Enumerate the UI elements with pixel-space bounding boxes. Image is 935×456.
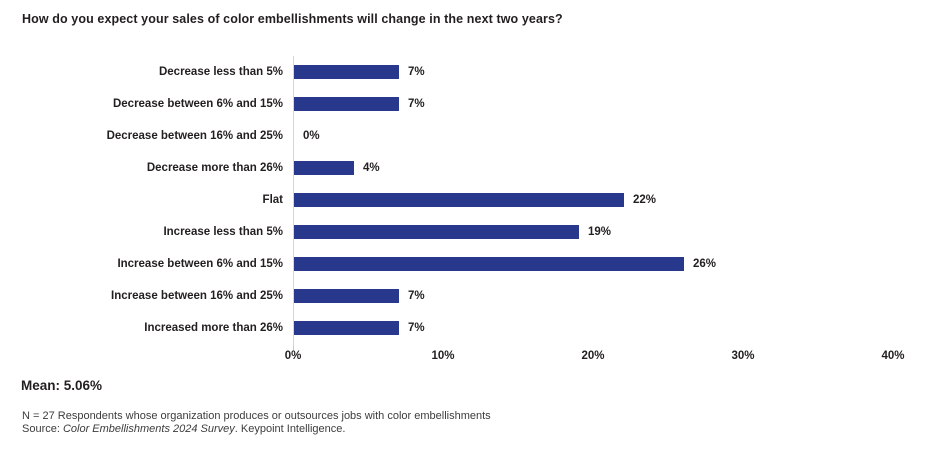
bar-row: Increased more than 26% 7% — [0, 312, 935, 344]
category-label: Decrease less than 5% — [158, 66, 283, 78]
y-axis-line — [293, 56, 294, 346]
x-tick-label: 30% — [731, 350, 755, 362]
value-label: 7% — [408, 66, 425, 78]
x-tick-label: 40% — [881, 350, 905, 362]
bar-row: Increase between 16% and 25% 7% — [0, 280, 935, 312]
source-prefix: Source: — [22, 423, 63, 435]
mean-label: Mean: 5.06% — [21, 378, 103, 393]
x-tick-label: 20% — [581, 350, 605, 362]
bar-row: Decrease less than 5% 7% — [0, 56, 935, 88]
source-note: Source: Color Embellishments 2024 Survey… — [22, 423, 345, 435]
value-label: 7% — [408, 290, 425, 302]
category-label: Decrease between 16% and 25% — [106, 130, 283, 142]
bar-row: Decrease between 16% and 25% 0% — [0, 120, 935, 152]
value-label: 22% — [633, 194, 657, 206]
bar-rows: Decrease less than 5% 7% Decrease between … — [0, 56, 935, 344]
bar — [294, 225, 579, 239]
category-label: Increase less than 5% — [163, 226, 283, 238]
bar — [294, 289, 399, 303]
bar-row: Decrease more than 26% 4% — [0, 152, 935, 184]
source-survey-name: Color Embellishments 2024 Survey — [62, 423, 235, 435]
bar-row: Increase less than 5% 19% — [0, 216, 935, 248]
category-label: Decrease more than 26% — [146, 162, 283, 174]
x-axis-zero-tick — [293, 346, 294, 351]
chart-title: How do you expect your sales of color em… — [22, 12, 563, 26]
bar — [294, 257, 684, 271]
value-label: 7% — [408, 322, 425, 334]
bar-row: Decrease between 6% and 15% 7% — [0, 88, 935, 120]
bar — [294, 193, 624, 207]
category-label: Flat — [262, 194, 283, 206]
value-label: 7% — [408, 98, 425, 110]
bar — [294, 65, 399, 79]
category-label: Decrease between 6% and 15% — [112, 98, 283, 110]
bar — [294, 161, 354, 175]
x-tick-label: 10% — [431, 350, 455, 362]
value-label: 0% — [303, 130, 320, 142]
category-label: Increase between 6% and 15% — [117, 258, 283, 270]
source-suffix: . Keypoint Intelligence. — [234, 423, 346, 435]
category-label: Increased more than 26% — [144, 322, 283, 334]
bar-row: Increase between 6% and 15% 26% — [0, 248, 935, 280]
respondents-note: N = 27 Respondents whose organization pr… — [22, 410, 491, 422]
value-label: 4% — [363, 162, 380, 174]
value-label: 26% — [693, 258, 717, 270]
x-tick-label: 0% — [284, 350, 302, 362]
bar — [294, 97, 399, 111]
bar — [294, 321, 399, 335]
bar-row: Flat 22% — [0, 184, 935, 216]
category-label: Increase between 16% and 25% — [111, 290, 283, 302]
value-label: 19% — [588, 226, 612, 238]
